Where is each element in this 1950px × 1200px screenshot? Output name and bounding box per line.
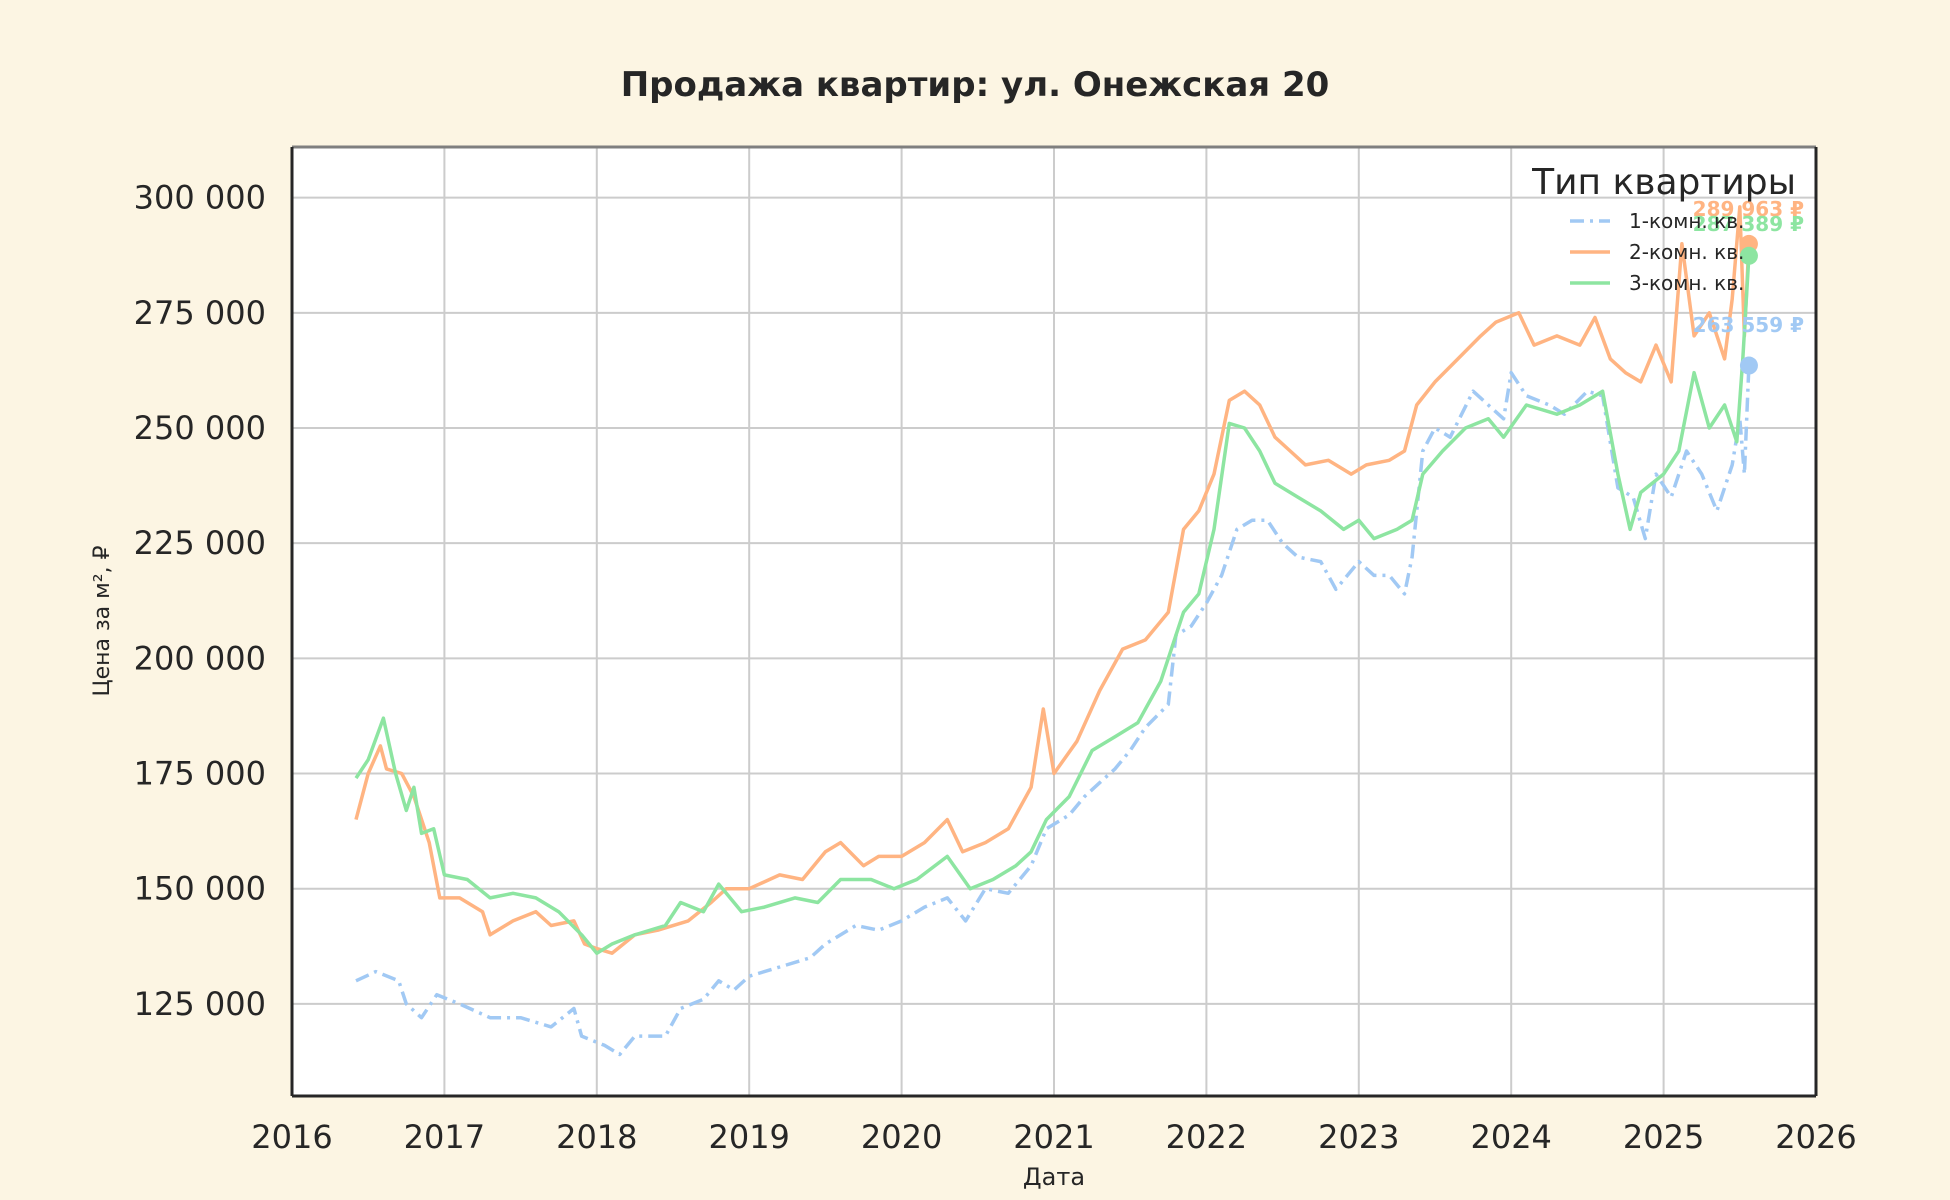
- x-tick-label: 2019: [708, 1118, 789, 1156]
- x-axis-title: Дата: [1023, 1163, 1085, 1191]
- y-tick-label: 125 000: [134, 985, 266, 1023]
- series-end-label-3: 287 389 ₽: [1693, 212, 1804, 236]
- legend-title: Тип квартиры: [1531, 162, 1796, 203]
- y-tick-label: 175 000: [134, 755, 266, 793]
- y-tick-labels: 125 000 150 000 175 000 200 000 225 000 250 0…: [134, 179, 266, 1023]
- y-tick-label: 150 000: [134, 870, 266, 908]
- x-tick-label: 2017: [404, 1118, 485, 1156]
- y-tick-label: 225 000: [134, 524, 266, 562]
- chart-title: Продажа квартир: ул. Онежская 20: [621, 65, 1330, 105]
- y-tick-label: 250 000: [134, 409, 266, 447]
- x-tick-label: 2016: [251, 1118, 332, 1156]
- series-end-label-2: 289 963 ₽: [1693, 197, 1804, 221]
- legend-label-1: 1-комн. кв.: [1629, 209, 1744, 233]
- x-tick-label: 2018: [556, 1118, 637, 1156]
- x-tick-label: 2022: [1166, 1118, 1247, 1156]
- y-tick-label: 200 000: [134, 639, 266, 677]
- series-line-2: [354, 205, 1751, 955]
- legend-label-2: 2-комн. кв.: [1629, 240, 1744, 264]
- series-end-label-1: 263 559 ₽: [1693, 313, 1804, 337]
- series-end-marker-3: [1739, 246, 1758, 265]
- x-tick-label: 2026: [1775, 1118, 1856, 1156]
- legend: Тип квартиры 1-комн. кв. 2-комн. кв. 3-ком…: [1531, 162, 1796, 295]
- legend-label-3: 3-комн. кв.: [1629, 271, 1744, 295]
- series-line-1: [355, 365, 1751, 1057]
- legend-items: 1-комн. кв. 2-комн. кв. 3-комн. кв.: [1570, 209, 1744, 295]
- y-axis-title: Цена за м², ₽: [90, 545, 115, 696]
- x-tick-label: 2023: [1318, 1118, 1399, 1156]
- x-tick-label: 2024: [1470, 1118, 1551, 1156]
- end-markers: 263 559 ₽ 289 963 ₽287 389 ₽: [1693, 197, 1804, 375]
- x-tick-label: 2021: [1013, 1118, 1094, 1156]
- series-line-3: [354, 255, 1751, 955]
- series-end-marker-1: [1739, 356, 1758, 375]
- x-tick-labels: 2016 2017 2018 2019 2020 2021 2022 2023 2024 2025…: [251, 1118, 1856, 1156]
- x-tick-label: 2020: [861, 1118, 942, 1156]
- series-lines: [354, 205, 1751, 1057]
- y-tick-label: 300 000: [134, 179, 266, 217]
- y-tick-label: 275 000: [134, 294, 266, 332]
- x-tick-label: 2025: [1623, 1118, 1704, 1156]
